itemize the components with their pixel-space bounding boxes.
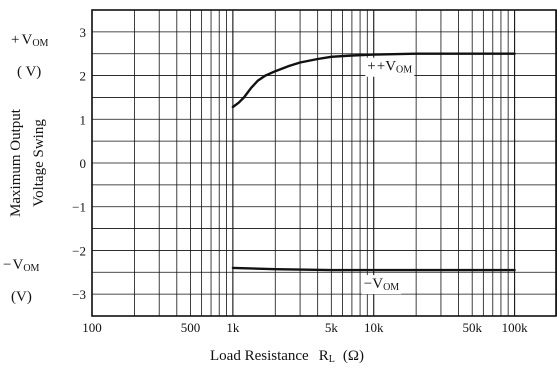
y-tick-label: 2 xyxy=(80,69,87,84)
bottom-unit-label: (V) xyxy=(11,289,32,305)
series-line-neg-vom xyxy=(231,266,516,272)
x-tick-label: 100 xyxy=(82,320,102,335)
grid xyxy=(91,10,557,316)
tick-labels: 3 2 1 0 −1 −2 −3 100 500 1k 5k 10k 50k 100k xyxy=(72,25,528,335)
series-label-background xyxy=(365,57,415,77)
series-label-background xyxy=(361,275,402,295)
series-line-pos-vom xyxy=(231,52,516,109)
plot-frame xyxy=(91,9,557,317)
x-tick-label: 1k xyxy=(226,320,240,335)
top-vom-label: + VOM xyxy=(11,32,49,49)
y-tick-label: 1 xyxy=(80,112,87,127)
bottom-vom-label: −VOM xyxy=(3,257,40,274)
x-tick-label: 100k xyxy=(502,320,529,335)
y-axis-title-line2: Voltage Swing xyxy=(31,119,47,207)
y-axis-title-line1: Maximum Output xyxy=(8,108,24,217)
y-tick-label: 0 xyxy=(80,156,87,171)
x-tick-label: 500 xyxy=(181,320,201,335)
y-tick-label: −1 xyxy=(72,200,86,215)
x-axis-title: Load Resistance RL (Ω) xyxy=(210,348,364,365)
y-tick-label: 3 xyxy=(80,25,87,40)
x-tick-label: 5k xyxy=(325,320,339,335)
y-tick-label: −3 xyxy=(72,287,86,302)
series-label-pos-vom: ++VOM xyxy=(367,59,412,76)
x-tick-label: 50k xyxy=(462,320,482,335)
y-tick-label: −2 xyxy=(72,243,86,258)
curves xyxy=(231,52,516,272)
top-unit-label: ( V) xyxy=(17,64,41,80)
series-label-neg-vom: −VOM xyxy=(364,276,400,293)
x-tick-label: 10k xyxy=(364,320,384,335)
